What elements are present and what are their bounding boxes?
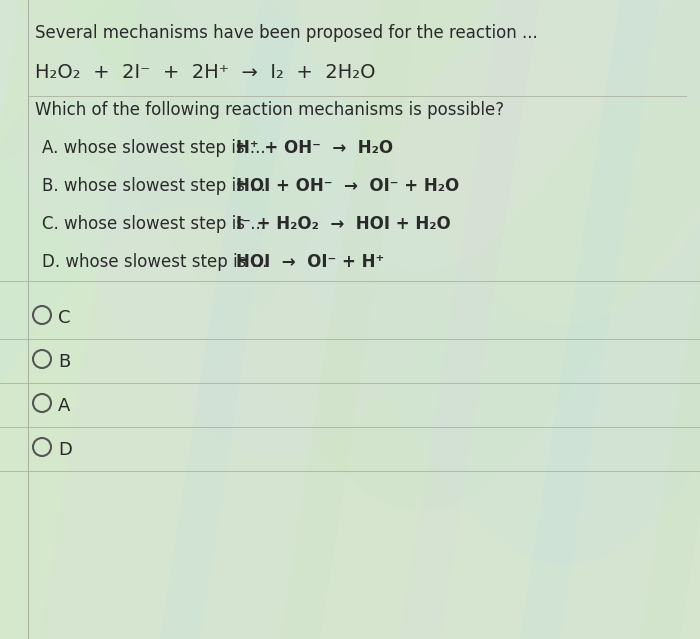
Text: D. whose slowest step is ...: D. whose slowest step is ... xyxy=(42,253,272,271)
Text: I⁻ + H₂O₂  →  HOI + H₂O: I⁻ + H₂O₂ → HOI + H₂O xyxy=(237,215,451,233)
Text: H⁺ + OH⁻  →  H₂O: H⁺ + OH⁻ → H₂O xyxy=(237,139,393,157)
Text: C: C xyxy=(58,309,71,327)
Text: Several mechanisms have been proposed for the reaction ...: Several mechanisms have been proposed fo… xyxy=(35,24,538,42)
Text: H₂O₂  +  2I⁻  +  2H⁺  →  I₂  +  2H₂O: H₂O₂ + 2I⁻ + 2H⁺ → I₂ + 2H₂O xyxy=(35,63,375,82)
Text: HOI  →  OI⁻ + H⁺: HOI → OI⁻ + H⁺ xyxy=(237,253,384,271)
Text: HOI + OH⁻  →  OI⁻ + H₂O: HOI + OH⁻ → OI⁻ + H₂O xyxy=(237,177,459,195)
Polygon shape xyxy=(0,0,300,639)
Polygon shape xyxy=(40,0,540,639)
Text: B. whose slowest step is ...: B. whose slowest step is ... xyxy=(42,177,271,195)
Text: C. whose slowest step is ...: C. whose slowest step is ... xyxy=(42,215,272,233)
Polygon shape xyxy=(400,0,700,639)
Polygon shape xyxy=(640,0,700,639)
Text: Which of the following reaction mechanisms is possible?: Which of the following reaction mechanis… xyxy=(35,101,504,119)
Text: A: A xyxy=(58,397,71,415)
Text: D: D xyxy=(58,441,72,459)
Polygon shape xyxy=(0,0,420,639)
Polygon shape xyxy=(280,0,700,639)
Polygon shape xyxy=(160,0,660,639)
Text: B: B xyxy=(58,353,70,371)
Text: A. whose slowest step is ...: A. whose slowest step is ... xyxy=(42,139,271,157)
Polygon shape xyxy=(520,0,700,639)
